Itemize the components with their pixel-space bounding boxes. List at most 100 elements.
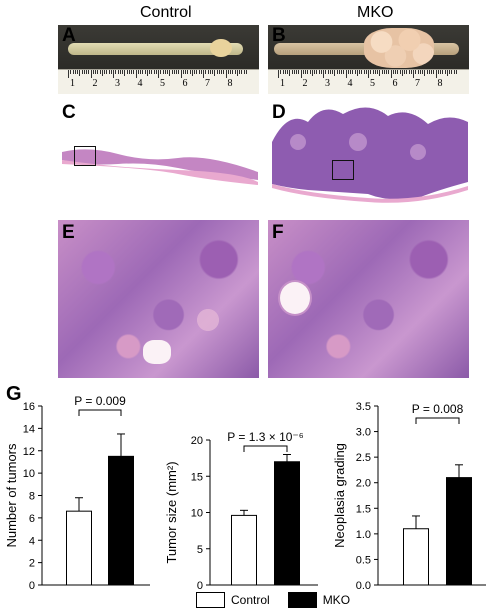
ruler-tick [365,70,367,74]
panel-label-a: A [62,25,76,46]
ruler-number: 4 [347,78,353,89]
y-tick-label: 5 [197,544,203,556]
ruler-tick [95,70,96,74]
ruler-tick [415,70,417,74]
panel-label-f: F [272,222,284,243]
ruler-tick [167,70,168,74]
ruler-tick [347,70,349,74]
ruler-tick [162,70,164,74]
y-tick-label: 2.5 [356,452,371,464]
ruler-number: 1 [280,78,285,89]
ruler-tick [388,70,390,74]
ruler-tick [399,70,401,74]
ruler-tick [354,70,356,74]
y-tick-label: 6 [29,513,35,525]
ruler-tick [137,70,139,74]
ruler-tick [372,70,374,74]
panel-f-histology-highmag [268,220,469,378]
ruler-tick [287,70,288,74]
panel-c-histology [58,102,259,210]
ruler-tick [128,70,130,74]
ruler-tick [374,70,376,74]
ruler-tick [406,70,408,74]
ruler-tick [239,70,240,74]
ruler-tick [149,70,150,74]
ruler-tick [108,70,110,74]
ruler-tick [203,70,204,78]
ruler-tick [311,70,313,76]
ruler-tick [422,70,423,74]
ruler-tick [124,70,126,76]
ruler-tick [329,70,331,74]
ruler-tick [341,70,342,74]
ruler-tick [404,70,405,74]
ruler-number: 8 [437,78,443,89]
ruler-number: 6 [182,78,188,89]
ruler-tick [435,70,437,78]
ruler-tick [119,70,121,74]
ruler-tick [289,70,291,76]
ruler-tick [316,70,318,74]
panel-e-histology-highmag [58,220,259,378]
y-axis-label: Number of tumors [4,443,19,548]
ruler-tick [300,70,302,78]
panel-label-b: B [272,25,286,46]
ruler: 1 2 3 4 5 6 7 8 [58,69,259,94]
ruler-tick [173,70,175,74]
ruler-number: 5 [160,78,165,89]
ruler-tick [307,70,309,74]
lumen [278,280,312,316]
ruler-number: 1 [70,78,75,89]
ruler-tick [207,70,209,74]
ruler-tick [424,70,426,76]
y-tick-label: 0 [29,580,35,592]
panel-d-histology [268,102,469,210]
ruler-number: 7 [415,78,420,89]
ruler-number: 5 [370,78,375,89]
y-tick-label: 2.0 [356,478,371,490]
y-tick-label: 0 [197,580,203,592]
significance-bracket [243,445,288,452]
ruler-tick [392,70,394,74]
ruler-tick [200,70,202,74]
ruler-tick [386,70,387,74]
ruler-tick [336,70,338,74]
panel-label-e: E [62,222,75,243]
ruler-tick [81,70,83,74]
histology-strip [272,107,468,203]
ruler-tick [345,70,347,78]
ruler-tick [352,70,354,74]
ruler-tick [164,70,166,74]
small-tumor [210,39,232,57]
ruler-tick [444,70,446,74]
ruler-tick [155,70,157,74]
ruler-tick [142,70,144,74]
ruler-tick [225,70,227,78]
y-tick-label: 3.5 [356,401,371,413]
y-tick-label: 10 [23,468,35,480]
ruler-number: 3 [325,78,330,89]
ruler-tick [278,70,279,78]
ruler-tick [302,70,304,74]
y-tick-label: 0.5 [356,554,371,566]
legend-swatch-control [196,592,225,608]
bar-control [66,510,92,586]
colon-tissue [68,43,243,55]
ruler-tick [79,70,81,76]
ruler-tick [230,70,231,74]
ruler-tick [169,70,171,76]
y-tick-label: 12 [23,446,35,458]
significance-bracket [415,417,460,424]
ruler-tick [363,70,365,74]
ruler-tick [442,70,444,74]
ruler-tick [113,70,114,78]
ruler-number: 3 [115,78,120,89]
ruler-tick [151,70,153,74]
ruler-tick [383,70,385,74]
ruler-tick [327,70,329,74]
ruler-tick [338,70,340,74]
ruler-tick [332,70,333,74]
legend-swatch-mko [287,592,317,608]
ruler-tick [356,70,358,76]
ruler-tick [218,70,220,74]
